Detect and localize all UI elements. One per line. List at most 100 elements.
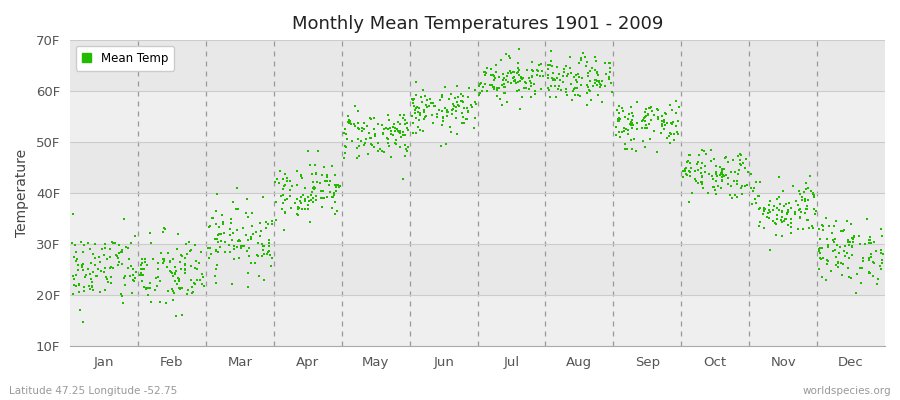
Mean Temp [611, 116, 625, 123]
Mean Temp [86, 250, 100, 257]
Mean Temp [574, 55, 589, 61]
Mean Temp [69, 248, 84, 255]
Mean Temp [195, 274, 210, 280]
Mean Temp [332, 184, 347, 190]
Mean Temp [66, 273, 80, 280]
Mean Temp [284, 183, 299, 190]
Mean Temp [320, 174, 334, 180]
Mean Temp [530, 68, 544, 74]
Mean Temp [166, 296, 181, 303]
Mean Temp [766, 207, 780, 213]
Mean Temp [475, 84, 490, 90]
Mean Temp [565, 88, 580, 94]
Mean Temp [445, 110, 459, 117]
Mean Temp [603, 60, 617, 66]
Mean Temp [874, 265, 888, 272]
Mean Temp [603, 69, 617, 75]
Mean Temp [126, 272, 140, 278]
Mean Temp [202, 223, 217, 230]
Mean Temp [543, 94, 557, 100]
Mean Temp [448, 94, 463, 101]
Mean Temp [552, 82, 566, 89]
Mean Temp [137, 284, 151, 291]
Mean Temp [305, 185, 320, 192]
Mean Temp [747, 196, 761, 202]
Mean Temp [100, 276, 114, 282]
Mean Temp [815, 255, 830, 261]
Mean Temp [861, 240, 876, 246]
Mean Temp [83, 286, 97, 292]
Mean Temp [694, 170, 708, 176]
Mean Temp [364, 142, 379, 148]
Mean Temp [341, 113, 356, 119]
Mean Temp [590, 72, 605, 78]
Mean Temp [485, 72, 500, 78]
Mean Temp [503, 70, 517, 76]
Mean Temp [662, 130, 677, 136]
Mean Temp [276, 186, 291, 192]
Mean Temp [209, 220, 223, 227]
Mean Temp [700, 190, 715, 196]
Mean Temp [65, 240, 79, 246]
Mean Temp [669, 98, 683, 104]
Mean Temp [609, 131, 624, 138]
Mean Temp [835, 272, 850, 278]
Mean Temp [467, 125, 482, 131]
Mean Temp [315, 204, 329, 210]
Mean Temp [655, 123, 670, 129]
Mean Temp [506, 75, 520, 81]
Mean Temp [205, 214, 220, 221]
Mean Temp [172, 278, 186, 284]
Mean Temp [709, 191, 724, 198]
Mean Temp [510, 70, 525, 76]
Mean Temp [387, 121, 401, 127]
Mean Temp [484, 82, 499, 88]
Mean Temp [417, 109, 431, 115]
Mean Temp [843, 221, 858, 227]
Mean Temp [560, 92, 574, 98]
Mean Temp [590, 82, 604, 89]
Mean Temp [544, 75, 559, 82]
Mean Temp [796, 226, 810, 232]
Mean Temp [81, 239, 95, 246]
Mean Temp [775, 209, 789, 215]
Mean Temp [291, 204, 305, 210]
Mean Temp [350, 145, 365, 151]
Mean Temp [719, 154, 733, 160]
Mean Temp [734, 184, 749, 191]
Mean Temp [104, 280, 118, 286]
Mean Temp [436, 117, 450, 124]
Mean Temp [290, 182, 304, 189]
Mean Temp [309, 171, 323, 178]
Mean Temp [424, 100, 438, 107]
Mean Temp [695, 174, 709, 180]
Mean Temp [698, 162, 712, 169]
Mean Temp [752, 218, 767, 225]
Mean Temp [459, 116, 473, 122]
Mean Temp [89, 273, 104, 280]
Mean Temp [644, 136, 658, 142]
Mean Temp [340, 136, 355, 142]
Mean Temp [656, 126, 670, 132]
Mean Temp [781, 222, 796, 228]
Mean Temp [864, 254, 878, 260]
Mean Temp [461, 94, 475, 100]
Mean Temp [142, 285, 157, 292]
Mean Temp [493, 96, 508, 102]
Mean Temp [594, 78, 608, 84]
Mean Temp [356, 126, 371, 132]
Mean Temp [806, 225, 820, 232]
Mean Temp [480, 88, 494, 94]
Mean Temp [230, 227, 245, 233]
Mean Temp [598, 83, 612, 89]
Mean Temp [797, 198, 812, 204]
Mean Temp [519, 67, 534, 74]
Mean Temp [277, 197, 292, 204]
Mean Temp [392, 130, 407, 137]
Mean Temp [406, 103, 420, 110]
Mean Temp [852, 264, 867, 271]
Mean Temp [525, 74, 539, 80]
Mean Temp [676, 174, 690, 180]
Mean Temp [598, 70, 613, 77]
Mean Temp [414, 94, 428, 100]
